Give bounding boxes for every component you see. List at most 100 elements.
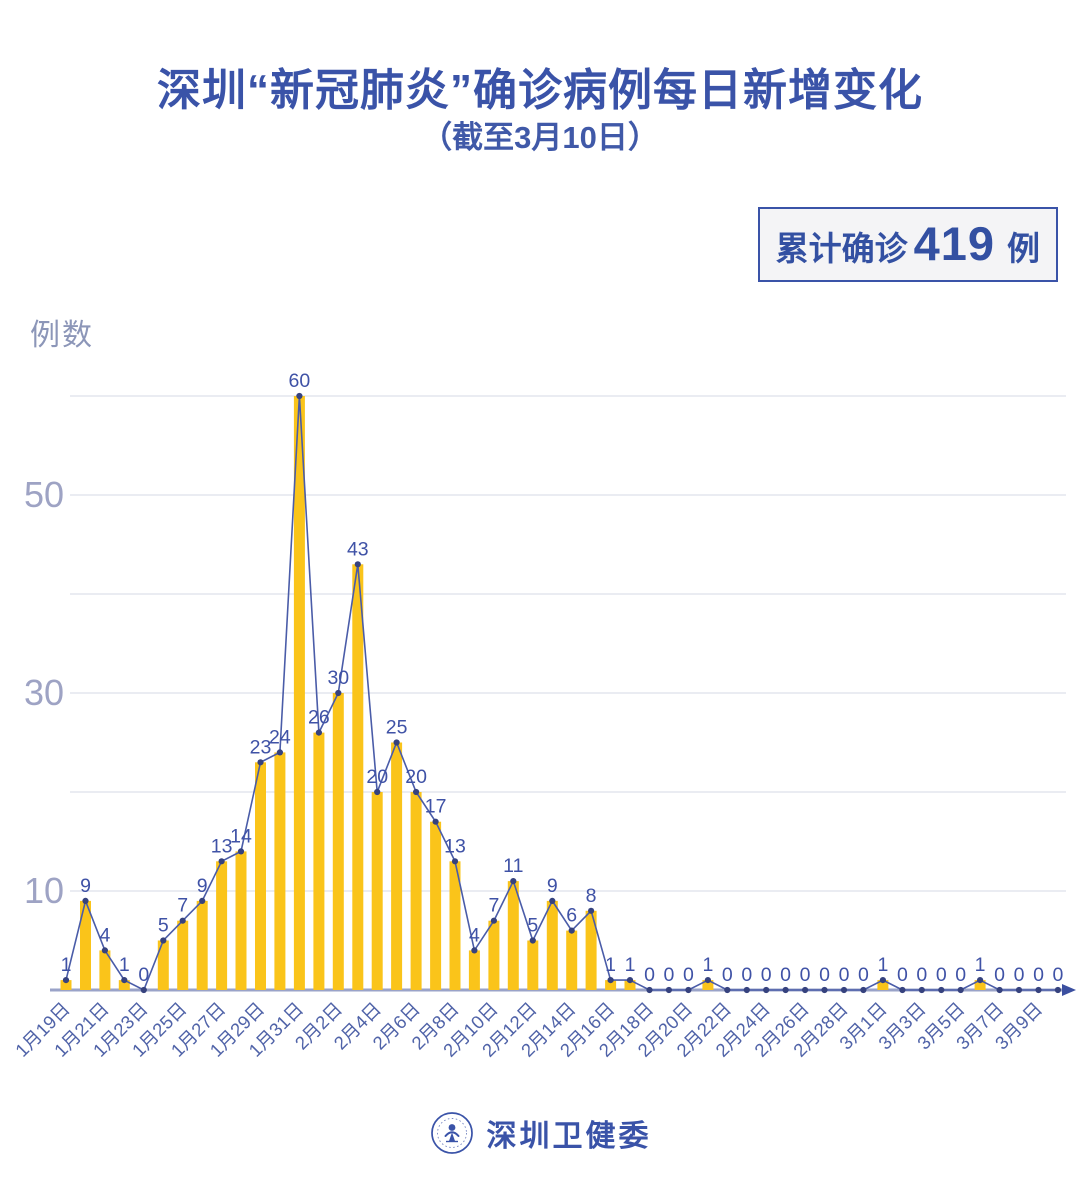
value-label: 8 (586, 885, 597, 907)
value-label: 1 (877, 954, 888, 976)
data-point (860, 986, 867, 994)
value-label: 1 (702, 954, 713, 976)
value-label: 0 (1014, 964, 1025, 986)
value-label: 25 (386, 717, 408, 739)
page-subtitle: （截至3月10日） (421, 120, 659, 155)
data-point (763, 986, 770, 994)
value-label: 1 (119, 954, 130, 976)
data-point (140, 986, 147, 994)
data-point (218, 858, 225, 865)
footer-org-name: 深圳卫健委 (486, 1120, 652, 1153)
data-point (393, 739, 400, 746)
data-point (413, 788, 420, 796)
bar (585, 910, 597, 990)
data-point (510, 878, 517, 885)
data-point (315, 729, 322, 736)
bar (468, 950, 480, 990)
data-point (802, 986, 809, 994)
data-point (374, 788, 381, 796)
value-label: 0 (663, 964, 674, 986)
data-point (82, 897, 89, 905)
data-point (276, 749, 283, 756)
bar (80, 900, 91, 990)
value-label: 0 (819, 964, 830, 986)
value-label: 1 (625, 954, 636, 976)
data-point (549, 897, 556, 905)
value-label: 0 (955, 964, 966, 986)
bar (99, 950, 111, 990)
value-label: 1 (61, 954, 72, 976)
value-label: 20 (405, 766, 427, 788)
bar (216, 861, 228, 990)
bar (702, 980, 714, 990)
data-point (160, 937, 167, 944)
bar (157, 940, 169, 990)
bar (391, 742, 403, 990)
data-point (237, 848, 245, 855)
bar (624, 980, 636, 990)
value-label: 9 (197, 875, 208, 897)
value-label: 0 (800, 964, 811, 986)
value-label: 0 (741, 964, 752, 986)
bar (507, 881, 519, 990)
value-label: 60 (289, 370, 311, 392)
data-point (568, 927, 575, 934)
data-point (257, 759, 264, 766)
value-label: 0 (644, 964, 655, 986)
data-point (821, 986, 828, 994)
value-label: 24 (269, 726, 291, 748)
value-label: 4 (99, 924, 110, 946)
trend-line (65, 395, 1058, 992)
value-label: 7 (177, 895, 188, 917)
value-label: 9 (547, 875, 558, 897)
data-point (199, 897, 206, 905)
bar (527, 940, 539, 990)
data-point (1035, 986, 1042, 994)
value-label: 0 (780, 964, 791, 986)
value-label: 30 (327, 667, 349, 689)
value-label: 0 (761, 964, 772, 986)
value-label: 5 (527, 915, 538, 937)
data-point (451, 858, 459, 865)
bar (293, 396, 305, 990)
cumulative-total-badge: 累计确诊 419 例 (757, 207, 1058, 282)
bar (546, 900, 558, 990)
data-point (685, 986, 692, 994)
footer: 深圳卫健委 (0, 1110, 1080, 1156)
y-tick-label: 50 (24, 474, 64, 515)
data-point (782, 986, 789, 994)
data-point (101, 947, 108, 954)
bar (371, 792, 383, 990)
data-point (607, 977, 614, 984)
value-label: 0 (1033, 964, 1044, 986)
value-label: 9 (80, 875, 91, 897)
bar (196, 900, 208, 990)
bar (605, 980, 617, 990)
value-label: 4 (469, 924, 480, 946)
bar (177, 920, 189, 990)
value-label: 0 (994, 964, 1005, 986)
data-point (977, 977, 984, 984)
data-point (490, 917, 497, 924)
value-label: 20 (366, 766, 388, 788)
data-point (354, 561, 361, 568)
value-label: 0 (916, 964, 927, 986)
x-axis-arrow-icon (1062, 984, 1076, 996)
value-label: 0 (858, 964, 869, 986)
value-label: 0 (839, 964, 850, 986)
value-label: 43 (347, 538, 369, 560)
value-label: 1 (605, 954, 616, 976)
bar (332, 693, 344, 990)
data-point (918, 986, 925, 994)
value-label: 6 (566, 905, 577, 927)
bar (430, 821, 442, 990)
bar (235, 851, 247, 990)
badge-label: 累计确诊 (775, 230, 908, 267)
data-point (724, 986, 731, 994)
value-label: 1 (975, 954, 986, 976)
data-point (432, 818, 439, 825)
data-point (529, 937, 536, 944)
data-point (471, 947, 478, 954)
